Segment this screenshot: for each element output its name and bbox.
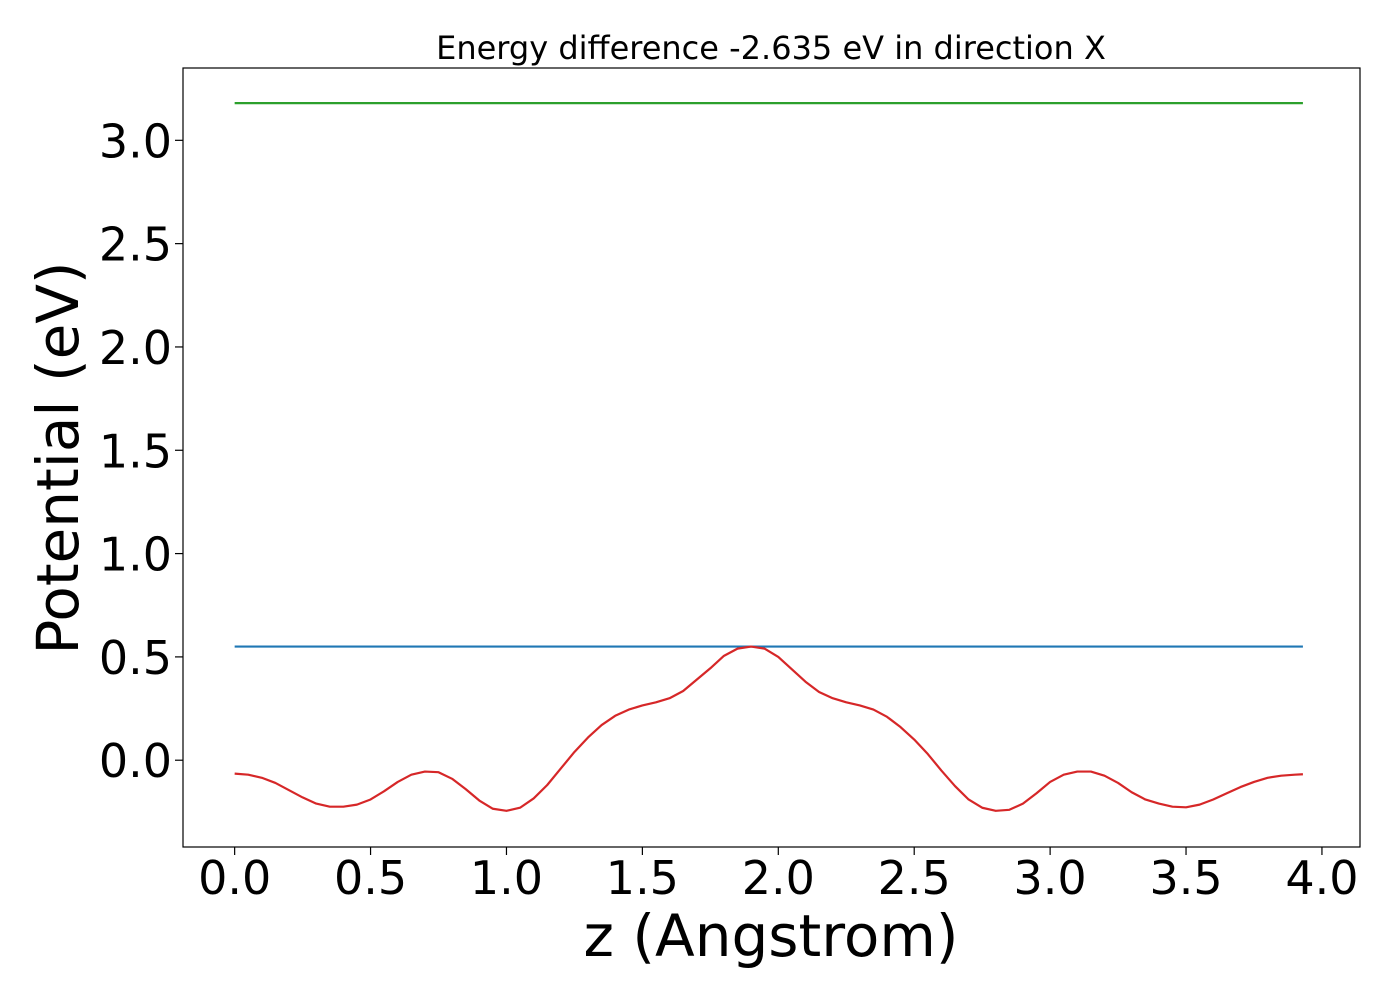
x-tick-label: 0.0	[198, 851, 271, 905]
y-tick-label: 3.0	[99, 114, 172, 168]
y-axis: 0.0 0.5 1.0 1.5 2.0 2.5 3.0	[99, 114, 183, 788]
y-tick-label: 1.0	[99, 528, 172, 582]
x-tick-label: 1.5	[606, 851, 679, 905]
x-tick-label: 0.5	[334, 851, 407, 905]
y-tick-label: 0.5	[99, 631, 172, 685]
chart-title: Energy difference -2.635 eV in direction…	[436, 29, 1106, 67]
y-tick-label: 2.0	[99, 321, 172, 375]
x-tick-label: 4.0	[1285, 851, 1358, 905]
x-tick-label: 3.0	[1014, 851, 1087, 905]
y-axis-label: Potential (eV)	[24, 261, 92, 654]
x-tick-label: 2.0	[742, 851, 815, 905]
x-tick-label: 1.0	[470, 851, 543, 905]
plot-area	[234, 102, 1303, 812]
x-tick-label: 3.5	[1149, 851, 1222, 905]
plot-frame	[182, 67, 1361, 848]
y-tick-label: 2.5	[99, 218, 172, 272]
x-tick-label: 2.5	[878, 851, 951, 905]
y-tick-label: 1.5	[99, 424, 172, 478]
x-axis-label: z (Angstrom)	[584, 902, 959, 970]
x-axis: 0.0 0.5 1.0 1.5 2.0 2.5 3.0 3.5 4.0	[198, 847, 1359, 905]
series-line-2	[234, 645, 1303, 812]
y-tick-label: 0.0	[99, 734, 172, 788]
